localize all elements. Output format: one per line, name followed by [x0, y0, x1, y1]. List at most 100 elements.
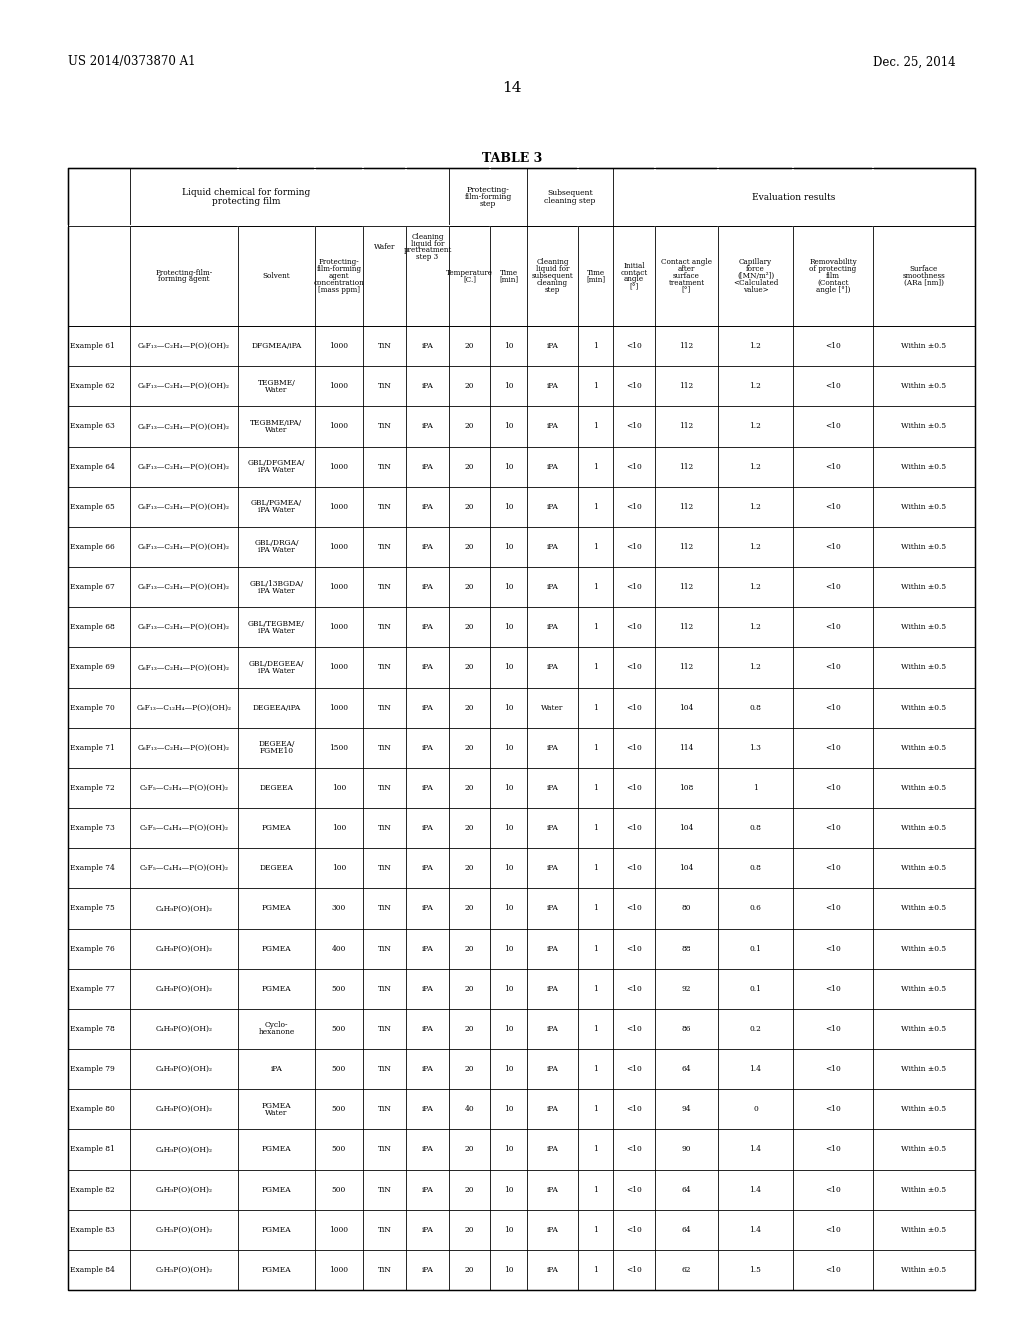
Text: iPA: iPA — [422, 583, 433, 591]
Text: Within ±0.5: Within ±0.5 — [901, 664, 946, 672]
Text: 0.6: 0.6 — [750, 904, 762, 912]
Text: iPA: iPA — [547, 623, 558, 631]
Text: subsequent: subsequent — [531, 272, 573, 280]
Text: Example 84: Example 84 — [70, 1266, 115, 1274]
Text: iPA: iPA — [422, 743, 433, 752]
Text: 100: 100 — [332, 784, 346, 792]
Text: Example 61: Example 61 — [70, 342, 115, 350]
Text: Within ±0.5: Within ±0.5 — [901, 583, 946, 591]
Text: Example 81: Example 81 — [70, 1146, 115, 1154]
Text: Within ±0.5: Within ±0.5 — [901, 743, 946, 752]
Text: <10: <10 — [825, 664, 841, 672]
Text: Surface: Surface — [910, 265, 938, 273]
Text: <Calculated: <Calculated — [733, 279, 778, 286]
Text: 1.2: 1.2 — [750, 664, 762, 672]
Text: PGMEA: PGMEA — [262, 945, 291, 953]
Text: 20: 20 — [465, 704, 474, 711]
Text: 10: 10 — [504, 583, 513, 591]
Text: iPA: iPA — [422, 664, 433, 672]
Text: C₆F₁₃—C₂H₄—P(O)(OH)₂: C₆F₁₃—C₂H₄—P(O)(OH)₂ — [138, 503, 230, 511]
Text: 10: 10 — [504, 1185, 513, 1193]
Text: <10: <10 — [825, 1266, 841, 1274]
Text: iPA: iPA — [547, 383, 558, 391]
Text: 20: 20 — [465, 342, 474, 350]
Text: 1: 1 — [593, 1185, 598, 1193]
Text: TABLE 3: TABLE 3 — [482, 152, 542, 165]
Text: <10: <10 — [825, 543, 841, 550]
Text: 1: 1 — [593, 583, 598, 591]
Text: 1.2: 1.2 — [750, 422, 762, 430]
Text: 10: 10 — [504, 422, 513, 430]
Text: Example 72: Example 72 — [70, 784, 115, 792]
Text: 20: 20 — [465, 1065, 474, 1073]
Text: TiN: TiN — [378, 342, 391, 350]
Text: <10: <10 — [825, 904, 841, 912]
Text: GBL/DFGMEA/: GBL/DFGMEA/ — [248, 459, 305, 467]
Text: angle: angle — [624, 276, 644, 284]
Text: TEGBME/: TEGBME/ — [258, 379, 295, 387]
Text: 0.8: 0.8 — [750, 704, 762, 711]
Text: 20: 20 — [465, 904, 474, 912]
Text: C₆F₁₃—C₂H₄—P(O)(OH)₂: C₆F₁₃—C₂H₄—P(O)(OH)₂ — [138, 743, 230, 752]
Text: 62: 62 — [682, 1266, 691, 1274]
Text: Water: Water — [265, 385, 288, 393]
Text: DEGEEA/iPA: DEGEEA/iPA — [252, 704, 301, 711]
Text: <10: <10 — [626, 503, 642, 511]
Text: 1: 1 — [593, 945, 598, 953]
Text: Example 79: Example 79 — [70, 1065, 115, 1073]
Text: C₄H₉P(O)(OH)₂: C₄H₉P(O)(OH)₂ — [156, 945, 213, 953]
Text: PGMEA: PGMEA — [262, 985, 291, 993]
Text: 1.2: 1.2 — [750, 462, 762, 471]
Text: Water: Water — [542, 704, 563, 711]
Text: 1: 1 — [593, 743, 598, 752]
Text: 10: 10 — [504, 784, 513, 792]
Text: force: force — [746, 265, 765, 273]
Text: DFGMEA/iPA: DFGMEA/iPA — [251, 342, 302, 350]
Text: <10: <10 — [626, 1024, 642, 1034]
Text: TiN: TiN — [378, 503, 391, 511]
Text: 1: 1 — [593, 422, 598, 430]
Text: 1: 1 — [593, 865, 598, 873]
Text: agent: agent — [329, 272, 349, 280]
Text: iPA: iPA — [547, 1185, 558, 1193]
Text: iPA: iPA — [422, 985, 433, 993]
Text: iPA: iPA — [422, 784, 433, 792]
Text: Initial: Initial — [624, 261, 645, 269]
Text: ([MN/m²]): ([MN/m²]) — [737, 272, 774, 280]
Text: Example 63: Example 63 — [70, 422, 115, 430]
Text: 112: 112 — [679, 422, 693, 430]
Text: iPA: iPA — [422, 1185, 433, 1193]
Text: TiN: TiN — [378, 583, 391, 591]
Text: Cyclo-: Cyclo- — [265, 1022, 288, 1030]
Text: 1.2: 1.2 — [750, 623, 762, 631]
Text: TiN: TiN — [378, 1185, 391, 1193]
Text: C₄H₉P(O)(OH)₂: C₄H₉P(O)(OH)₂ — [156, 1024, 213, 1034]
Text: 1.4: 1.4 — [750, 1226, 762, 1234]
Text: PGMEA: PGMEA — [262, 1146, 291, 1154]
Text: Within ±0.5: Within ±0.5 — [901, 945, 946, 953]
Text: [°]: [°] — [630, 282, 639, 290]
Text: Within ±0.5: Within ±0.5 — [901, 1105, 946, 1113]
Text: iPA: iPA — [547, 784, 558, 792]
Bar — [68, 168, 975, 1290]
Text: Protecting-film-: Protecting-film- — [156, 268, 213, 277]
Text: 1.2: 1.2 — [750, 543, 762, 550]
Text: 1000: 1000 — [330, 342, 348, 350]
Text: 10: 10 — [504, 543, 513, 550]
Text: 86: 86 — [682, 1024, 691, 1034]
Text: 1000: 1000 — [330, 664, 348, 672]
Text: iPA: iPA — [422, 904, 433, 912]
Text: Within ±0.5: Within ±0.5 — [901, 1266, 946, 1274]
Text: Example 68: Example 68 — [70, 623, 115, 631]
Text: 1: 1 — [593, 623, 598, 631]
Text: Within ±0.5: Within ±0.5 — [901, 985, 946, 993]
Text: FGME10: FGME10 — [259, 747, 294, 755]
Text: 1000: 1000 — [330, 583, 348, 591]
Text: TiN: TiN — [378, 904, 391, 912]
Text: 10: 10 — [504, 1266, 513, 1274]
Text: GBL/DEGEEA/: GBL/DEGEEA/ — [249, 660, 304, 668]
Text: 100: 100 — [332, 865, 346, 873]
Text: TiN: TiN — [378, 462, 391, 471]
Text: iPA: iPA — [547, 503, 558, 511]
Text: <10: <10 — [825, 704, 841, 711]
